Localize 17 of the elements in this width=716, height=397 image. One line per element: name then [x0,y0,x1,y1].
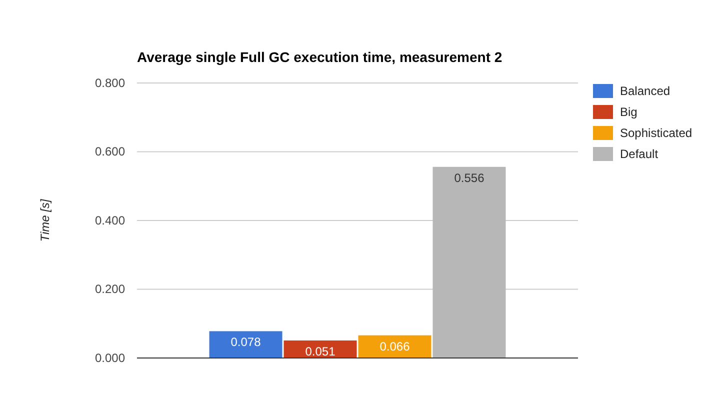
data-label: 0.078 [230,335,262,350]
data-label: 0.066 [380,339,410,354]
data-label: 0.051 [305,344,336,358]
y-tick-label: 0.600 [94,144,126,159]
legend-label: Default [620,147,659,161]
legend-label: Sophisticated [620,126,692,140]
y-axis-title: Time [s] [38,198,52,242]
bar [432,166,506,358]
y-tick-label: 0.200 [94,282,126,296]
chart-title: Average single Full GC execution time, measurement 2 [137,49,502,65]
data-label: 0.556 [454,170,485,185]
legend-label: Big [620,105,638,119]
bar [209,331,282,358]
y-tick-label: 0.800 [94,76,126,90]
y-tick-label: 0.000 [94,350,126,365]
y-tick-label: 0.400 [94,213,126,228]
legend-label: Balanced [620,84,670,98]
